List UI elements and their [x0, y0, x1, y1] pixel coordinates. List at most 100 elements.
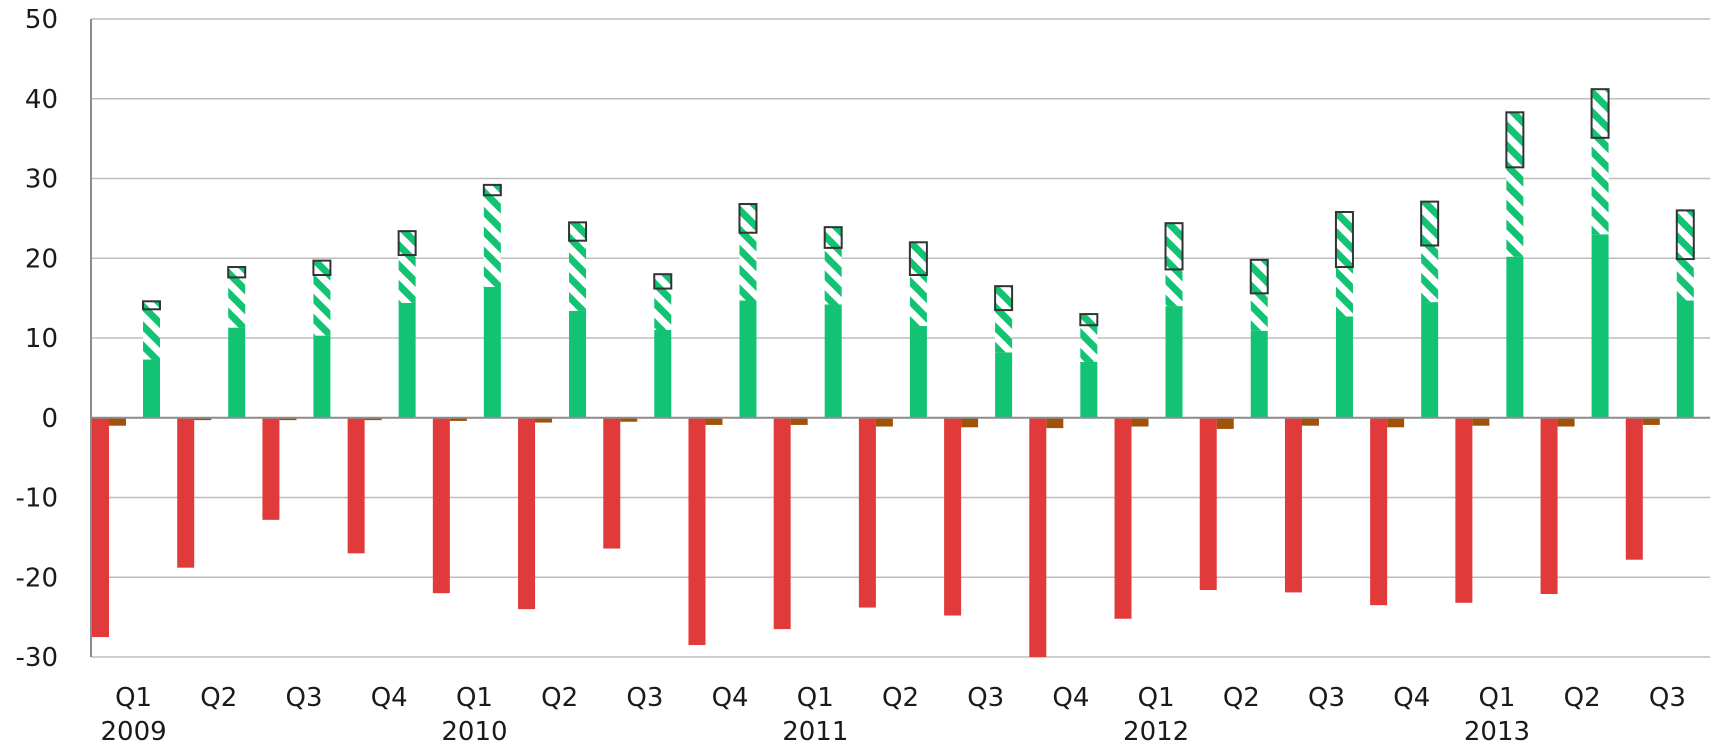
- bar-negative-small: [364, 417, 382, 421]
- bar-negative-main: [858, 417, 876, 608]
- bar-negative-main: [603, 417, 621, 549]
- axis-labels: -30 -20 -10 0 10 20 30 40 50 Q1 Q2 Q3 Q4 Q1 Q2 Q3 Q4 Q1 Q2…: [16, 5, 1686, 744]
- bar-negative-main: [518, 417, 536, 610]
- bar-negative-main: [1284, 417, 1302, 593]
- bar-negative-small: [279, 417, 297, 421]
- y-tick-label: -20: [16, 563, 58, 593]
- bar-positive-hatched: [1676, 259, 1694, 301]
- bar-positive-hatched: [1421, 245, 1439, 303]
- bar-negative-main: [92, 417, 109, 638]
- bar-positive-hatched: [483, 195, 501, 287]
- bar-negative-small: [1387, 417, 1405, 428]
- bar-negative-small: [1046, 417, 1064, 429]
- bar-negative-main: [432, 417, 450, 594]
- bar-negative-main: [688, 417, 706, 646]
- bar-positive-hatched: [228, 277, 246, 328]
- bar-positive-solid: [1676, 300, 1694, 418]
- bar-positive-solid: [313, 335, 331, 418]
- bar-negative-small: [449, 417, 467, 421]
- bar-positive-outlined: [908, 241, 928, 276]
- x-tick-label: Q4: [712, 683, 749, 713]
- x-tick-label: Q4: [1393, 683, 1430, 713]
- bar-positive-hatched: [995, 310, 1013, 353]
- bar-positive-solid: [1250, 330, 1268, 418]
- bar-positive-outlined: [568, 221, 588, 242]
- bar-positive-outlined: [312, 259, 332, 276]
- bar-positive-hatched: [569, 240, 587, 311]
- bar-positive-outlined: [1675, 209, 1695, 261]
- bar-positive-solid: [909, 326, 927, 418]
- bar-positive-hatched: [1165, 269, 1183, 307]
- bar-positive-solid: [739, 300, 757, 418]
- bar-negative-small: [535, 417, 553, 423]
- bar-negative-small: [1301, 417, 1319, 426]
- bar-positive-hatched: [1335, 267, 1353, 317]
- bar-negative-small: [961, 417, 979, 428]
- bar-positive-solid: [398, 302, 416, 418]
- bar-positive-solid: [824, 304, 842, 418]
- y-tick-label: 50: [25, 5, 58, 35]
- y-tick-label: 20: [25, 244, 58, 274]
- bar-negative-main: [1199, 417, 1217, 591]
- x-tick-label: Q1: [797, 683, 834, 713]
- x-tick-label: Q1: [115, 683, 152, 713]
- x-tick-label: Q3: [1308, 683, 1345, 713]
- bar-positive-outlined: [1420, 200, 1440, 247]
- x-tick-label: Q2: [541, 683, 578, 713]
- bar-positive-outlined: [1590, 88, 1610, 139]
- axes: [90, 19, 1710, 657]
- bar-negative-main: [1540, 417, 1558, 594]
- bar-positive-solid: [569, 310, 587, 418]
- bar-negative-small: [1642, 417, 1660, 425]
- bar-negative-main: [262, 417, 280, 520]
- bar-negative-main: [1625, 417, 1643, 560]
- x-year-label: 2010: [441, 717, 507, 744]
- bar-negative-small: [194, 417, 212, 421]
- x-tick-label: Q1: [456, 683, 493, 713]
- bar-positive-solid: [1421, 302, 1439, 418]
- x-year-label: 2009: [101, 717, 167, 744]
- bar-negative-main: [1455, 417, 1473, 603]
- bar-negative-small: [109, 417, 126, 426]
- y-tick-label: -30: [16, 643, 58, 673]
- bar-positive-outlined: [1334, 210, 1354, 269]
- x-tick-label: Q2: [1223, 683, 1260, 713]
- bar-positive-hatched: [654, 288, 672, 331]
- bar-negative-main: [773, 417, 791, 630]
- bar-positive-solid: [1335, 316, 1353, 418]
- y-tick-label: 30: [25, 165, 58, 195]
- bar-negative-main: [944, 417, 962, 616]
- bar-negative-main: [1370, 417, 1388, 606]
- x-year-label: 2013: [1464, 717, 1530, 744]
- y-tick-label: 0: [41, 404, 58, 434]
- bar-positive-outlined: [994, 285, 1014, 312]
- x-tick-label: Q1: [1478, 683, 1515, 713]
- x-tick-label: Q3: [286, 683, 323, 713]
- bar-positive-outlined: [142, 300, 161, 311]
- bar-positive-hatched: [313, 274, 331, 336]
- x-year-label: 2011: [782, 717, 848, 744]
- bar-negative-small: [1131, 417, 1149, 427]
- x-tick-label: Q2: [882, 683, 919, 713]
- bar-negative-small: [1472, 417, 1490, 426]
- bar-positive-outlined: [823, 226, 843, 249]
- bar-negative-small: [620, 417, 638, 422]
- bar-positive-solid: [1080, 361, 1098, 418]
- bar-positive-outlined: [738, 203, 758, 234]
- bar-positive-solid: [143, 359, 160, 418]
- bar-positive-solid: [483, 286, 501, 418]
- bar-positive-hatched: [909, 274, 927, 327]
- bar-negative-main: [347, 417, 365, 554]
- bar-positive-solid: [995, 352, 1013, 418]
- x-tick-label: Q3: [967, 683, 1004, 713]
- y-tick-label: 40: [25, 85, 58, 115]
- bar-positive-hatched: [398, 255, 416, 303]
- bar-negative-small: [1557, 417, 1575, 427]
- bar-positive-solid: [228, 327, 246, 418]
- bar-positive-outlined: [397, 230, 417, 257]
- x-tick-label: Q2: [1564, 683, 1601, 713]
- bar-positive-outlined: [482, 183, 502, 197]
- bar-negative-small: [875, 417, 893, 427]
- x-tick-label: Q3: [1649, 683, 1686, 713]
